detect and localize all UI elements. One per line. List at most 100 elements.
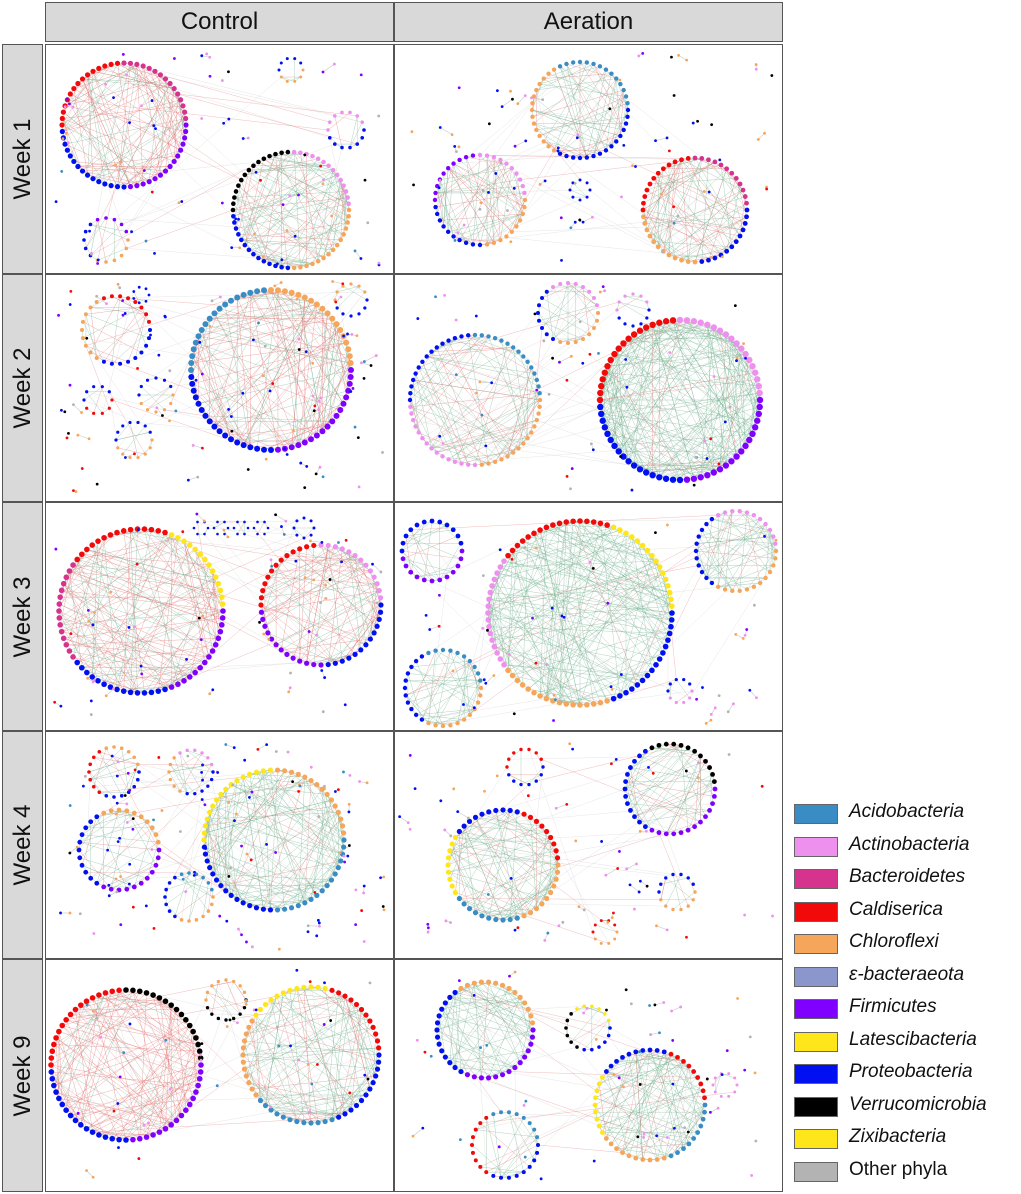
network-node [450, 527, 456, 533]
network-node [494, 172, 498, 175]
network-node [309, 765, 313, 769]
edge [541, 903, 666, 907]
network-node [564, 61, 569, 67]
network-node [114, 60, 121, 66]
edge [55, 1037, 177, 1121]
network-node [622, 143, 626, 147]
network-node [145, 408, 150, 412]
network-node [260, 768, 267, 774]
edge [628, 338, 750, 361]
network-node [59, 115, 65, 122]
edge [695, 550, 776, 559]
network-node [242, 172, 248, 178]
edge [317, 987, 378, 1042]
network-node [162, 378, 167, 382]
network-node [310, 261, 315, 267]
edge [147, 386, 171, 410]
network-node [716, 327, 724, 334]
network-node [264, 457, 268, 461]
network-node [210, 299, 214, 303]
network-node [356, 436, 360, 440]
edge [506, 146, 549, 164]
edge [436, 163, 454, 214]
edge [103, 812, 142, 817]
edge [437, 213, 474, 245]
network-node [751, 584, 757, 590]
network-node [642, 748, 648, 754]
edge [291, 324, 337, 448]
edge [572, 521, 664, 574]
network-node [607, 356, 614, 364]
edge [63, 583, 138, 694]
edge [600, 406, 635, 466]
network-node [706, 157, 711, 163]
network-node [360, 361, 363, 365]
network-node [494, 570, 500, 576]
network-node [634, 538, 641, 544]
edge [490, 545, 518, 593]
edge [232, 169, 334, 211]
edge [203, 789, 227, 841]
edge [97, 248, 127, 261]
network-node [541, 139, 546, 144]
network-node [144, 299, 148, 303]
edge [104, 65, 186, 119]
network-node [429, 518, 435, 524]
edge [121, 748, 129, 793]
network-node [466, 816, 470, 820]
network-node [546, 931, 550, 935]
edge [244, 151, 289, 246]
edge [644, 161, 716, 197]
network-node [649, 321, 656, 329]
network-node [54, 200, 58, 204]
edge [528, 572, 664, 690]
network-node [654, 531, 657, 535]
edge [686, 320, 760, 408]
network-node [697, 761, 700, 765]
edge [656, 925, 668, 931]
network-node [187, 871, 191, 875]
network-node [450, 133, 454, 137]
network-node [278, 647, 284, 653]
network-node [619, 673, 623, 676]
edge [364, 355, 377, 362]
network-node [228, 892, 234, 898]
network-node [169, 384, 173, 389]
edge [582, 216, 593, 223]
edge [657, 161, 676, 247]
network-node [751, 424, 759, 431]
network-node [78, 664, 85, 671]
network-node [104, 260, 108, 264]
edge [237, 521, 245, 535]
network-node [328, 877, 335, 883]
edge [192, 383, 317, 436]
edge [481, 885, 554, 917]
network-node [138, 814, 144, 820]
node-layer [410, 51, 774, 265]
network-node [754, 67, 758, 71]
edge [440, 127, 453, 135]
edge [644, 173, 659, 224]
network-node [610, 524, 617, 531]
edge [81, 816, 97, 835]
edge [204, 776, 305, 848]
network-node [454, 150, 458, 154]
edge [260, 1047, 379, 1101]
edge [487, 566, 660, 614]
network-node [150, 190, 154, 194]
edge [248, 249, 288, 269]
edge [116, 554, 201, 690]
network-node [362, 360, 366, 363]
edge [652, 324, 695, 479]
network-node [644, 829, 648, 833]
network-node [670, 55, 673, 59]
network-node [543, 179, 547, 183]
network-node [533, 906, 540, 912]
edge [231, 784, 345, 841]
edge [447, 163, 454, 232]
network-node [318, 465, 322, 469]
edge [736, 357, 746, 361]
edge [85, 294, 244, 347]
edge [745, 386, 760, 446]
edge [96, 296, 107, 304]
